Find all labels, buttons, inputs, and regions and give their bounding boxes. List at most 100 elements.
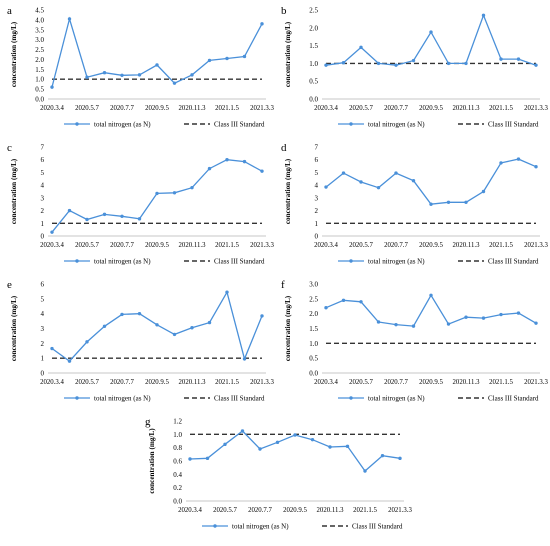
data-point <box>85 340 89 344</box>
series-line-total-nitrogen <box>325 294 537 327</box>
x-tick-label: 2020.7.7 <box>248 507 272 514</box>
data-point <box>499 161 503 165</box>
x-tick-label: 2020.5.7 <box>213 507 237 514</box>
legend-label-total-nitrogen: total nitrogen (as N) <box>232 523 289 531</box>
panel-label: a <box>7 5 12 17</box>
x-tick-label: 2020.9.5 <box>145 105 169 112</box>
data-point <box>190 185 194 190</box>
y-tick-label: 2.0 <box>35 56 44 64</box>
data-point <box>429 202 433 206</box>
data-point <box>499 312 503 317</box>
x-tick-label: 2020.7.7 <box>384 105 408 112</box>
y-axis-label: concentration (mg/L) <box>148 428 156 494</box>
data-point <box>499 57 503 61</box>
panel-label: b <box>281 5 287 17</box>
data-point <box>376 61 381 66</box>
x-tick-label: 2020.11.3 <box>453 379 481 386</box>
data-point <box>67 17 72 21</box>
data-point <box>50 346 54 351</box>
data-point <box>534 63 538 67</box>
data-point <box>464 61 468 66</box>
legend-marker <box>213 524 217 528</box>
data-point <box>446 61 451 66</box>
y-tick-label: 3.0 <box>309 281 318 289</box>
data-point <box>242 54 247 59</box>
legend-marker <box>349 396 353 400</box>
data-point <box>102 324 107 328</box>
legend-marker <box>75 396 79 400</box>
panel-label: g <box>145 416 151 428</box>
data-point <box>534 321 538 325</box>
data-point <box>464 315 468 319</box>
y-tick-label: 0.5 <box>309 355 318 363</box>
data-point <box>67 208 72 213</box>
chart-panel-b: b concentration (mg/L) 0.0 0.5 1.0 1.5 2.0 2.5 2… <box>281 5 548 129</box>
x-tick-label: 2021.3.3 <box>524 105 548 112</box>
y-tick-label: 2.0 <box>309 24 318 32</box>
x-tick-label: 2021.1.5 <box>215 242 239 249</box>
data-point <box>225 290 229 294</box>
series-line-total-nitrogen <box>325 13 537 66</box>
y-axis-label: concentration (mg/L) <box>284 295 292 361</box>
data-point <box>534 165 538 169</box>
x-tick-label: 2020.11.3 <box>179 379 207 386</box>
data-point <box>516 157 521 161</box>
series-line-total-nitrogen <box>51 290 263 362</box>
series-line-total-nitrogen <box>189 430 401 472</box>
x-tick-label: 2020.11.3 <box>317 507 345 514</box>
y-tick-label: 2.5 <box>309 295 318 303</box>
data-point <box>324 306 328 310</box>
series-line-total-nitrogen <box>51 16 263 88</box>
data-point <box>341 171 346 175</box>
y-tick-label: 2.0 <box>309 310 318 318</box>
y-tick-label: 0.5 <box>309 78 318 86</box>
data-point <box>137 73 142 77</box>
chart-panel-e: e concentration (mg/L) 0 1 2 3 4 5 6 2020.3.4 2020… <box>7 279 274 403</box>
chart-panel-d: d concentration (mg/L) 0 1 2 3 4 5 6 7 2020.3.4 202… <box>281 142 548 266</box>
legend-label-standard: Class III Standard <box>352 523 403 531</box>
y-tick-label: 1.0 <box>173 431 182 439</box>
y-axis-label: concentration (mg/L) <box>10 158 18 224</box>
y-tick-label: 1.5 <box>35 66 44 74</box>
legend-marker <box>349 122 353 126</box>
data-point <box>188 457 192 461</box>
legend-label-standard: Class III Standard <box>488 258 539 266</box>
y-tick-label: 1.0 <box>35 76 44 84</box>
x-tick-label: 2021.3.3 <box>524 242 548 249</box>
panel-label: f <box>281 279 285 291</box>
y-tick-label: 6 <box>41 156 45 164</box>
x-tick-label: 2020.7.7 <box>384 242 408 249</box>
x-tick-label: 2020.9.5 <box>419 379 443 386</box>
data-point <box>376 185 381 190</box>
x-tick-label: 2020.3.4 <box>178 507 202 514</box>
y-tick-label: 0 <box>41 233 45 241</box>
data-point <box>242 159 247 164</box>
data-point <box>446 322 451 326</box>
y-tick-label: 1.5 <box>309 325 318 333</box>
x-tick-label: 2020.9.5 <box>419 242 443 249</box>
y-axis-label: concentration (mg/L) <box>10 295 18 361</box>
y-tick-label: 5 <box>41 169 45 177</box>
y-tick-label: 1.0 <box>309 340 318 348</box>
y-tick-label: 1.0 <box>309 60 318 68</box>
x-tick-label: 2020.7.7 <box>110 379 134 386</box>
y-tick-label: 4 <box>315 182 319 190</box>
data-point <box>225 56 229 61</box>
data-point <box>481 316 486 320</box>
data-point <box>155 63 159 67</box>
data-point <box>172 332 177 337</box>
x-tick-label: 2020.5.7 <box>75 242 99 249</box>
legend-label-standard: Class III Standard <box>214 395 265 403</box>
x-tick-label: 2020.3.4 <box>314 105 338 112</box>
data-point <box>516 57 521 61</box>
y-tick-label: 1 <box>41 355 45 363</box>
y-tick-label: 2 <box>41 207 45 215</box>
data-point <box>394 171 398 175</box>
series-line-total-nitrogen <box>51 159 263 233</box>
x-tick-label: 2020.3.4 <box>40 105 64 112</box>
y-tick-label: 3 <box>41 194 45 202</box>
series-line-total-nitrogen <box>325 158 537 205</box>
y-tick-label: 2.5 <box>309 7 318 15</box>
